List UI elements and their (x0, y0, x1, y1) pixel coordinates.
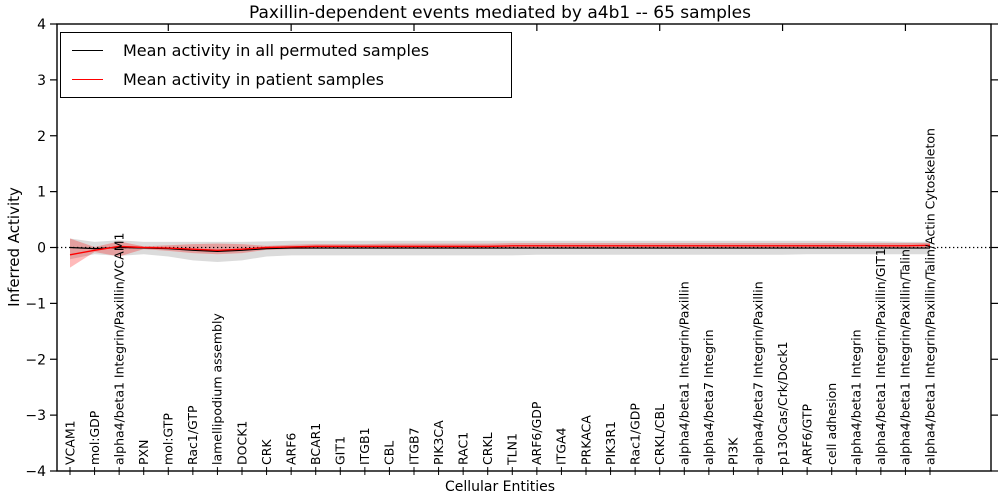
x-category-label: Rac1/GTP (185, 405, 200, 465)
x-category-label: PRKACA (578, 415, 593, 465)
x-category-label: ARF6 (283, 433, 298, 465)
x-axis-ticks: VCAM1 mol:GDP alpha4/beta1 Integrin/Paxill… (62, 128, 937, 475)
x-category-label: alpha4/beta1 Integrin/Paxillin/Talin/Act… (922, 128, 937, 465)
permuted-mean-line-sample (72, 50, 103, 51)
x-category-label: lamellipodium assembly (210, 313, 225, 465)
x-axis-label: Cellular Entities (444, 479, 556, 495)
y-tick-label: 1 (37, 185, 46, 201)
x-category-label: ARF6/GDP (529, 401, 544, 465)
patient-mean-line (69, 244, 931, 256)
y-tick-label: 2 (37, 129, 46, 145)
x-category-label: cell adhesion (824, 383, 839, 465)
x-category-label: alpha4/beta7 Integrin/Paxillin (750, 281, 765, 465)
legend-item-permuted-samples: Mean activity in all permuted samples (61, 41, 511, 60)
x-category-label: ITGB1 (357, 427, 372, 465)
patient-mean-line-sample (72, 79, 103, 80)
x-category-label: GIT1 (333, 436, 348, 465)
x-category-label: DOCK1 (234, 421, 249, 465)
y-tick-label: −3 (25, 408, 46, 424)
x-category-label: PIK3CA (431, 420, 446, 465)
x-category-label: ITGA4 (554, 427, 569, 465)
x-category-label: alpha4/beta1 Integrin/Paxillin/GIT1 (873, 248, 888, 465)
x-category-label: ARF6/GTP (799, 404, 814, 465)
x-category-label: alpha4/beta1 Integrin (849, 329, 864, 465)
x-axis-major-ticks (167, 24, 907, 31)
x-category-label: TLN1 (505, 433, 520, 466)
legend-label-patient: Mean activity in patient samples (123, 70, 384, 89)
permuted-samples-std-band (70, 238, 930, 263)
x-category-label: alpha4/beta1 Integrin/Paxillin (677, 281, 692, 465)
x-category-label: alpha4/beta7 Integrin (701, 329, 716, 465)
permuted-mean-line (69, 246, 930, 253)
y-axis-label: Inferred Activity (5, 187, 23, 307)
x-category-label: VCAM1 (62, 420, 77, 465)
x-category-label: PIK3R1 (603, 421, 618, 465)
x-category-label: PXN (136, 440, 151, 465)
x-category-label: BCAR1 (308, 423, 323, 465)
legend-item-patient-samples: Mean activity in patient samples (61, 70, 511, 89)
x-category-label: Rac1/GDP (627, 403, 642, 465)
y-tick-label: −4 (25, 464, 46, 480)
x-category-label: ITGB7 (406, 427, 421, 465)
chart-title: Paxillin-dependent events mediated by a4… (249, 3, 751, 23)
y-tick-label: −1 (25, 296, 46, 312)
x-category-label: CRKL/CBL (652, 404, 667, 465)
x-category-label: CRKL (480, 432, 495, 465)
y-axis-ticks: 4 3 2 1 0 −1 −2 −3 −4 (25, 17, 998, 480)
x-category-label: p130Cas/Crk/Dock1 (775, 341, 790, 465)
y-tick-label: −2 (25, 352, 46, 368)
x-category-label: PI3K (726, 437, 741, 465)
x-category-label: CRK (259, 439, 274, 465)
legend: Mean activity in all permuted samples Me… (60, 32, 512, 98)
y-tick-label: 0 (37, 241, 46, 257)
y-tick-label: 4 (37, 17, 46, 33)
y-tick-label: 3 (37, 73, 46, 89)
legend-label-permuted: Mean activity in all permuted samples (123, 41, 430, 60)
x-category-label: alpha4/beta1 Integrin/Paxillin/Talin (898, 249, 913, 465)
plot-border (56, 23, 992, 472)
x-category-label: mol:GDP (87, 410, 102, 465)
x-category-label: mol:GTP (161, 413, 176, 465)
x-category-label: alpha4/beta1 Integrin/Paxillin/VCAM1 (111, 233, 126, 465)
x-category-label: CBL (382, 441, 397, 465)
x-category-label: RAC1 (455, 432, 470, 465)
